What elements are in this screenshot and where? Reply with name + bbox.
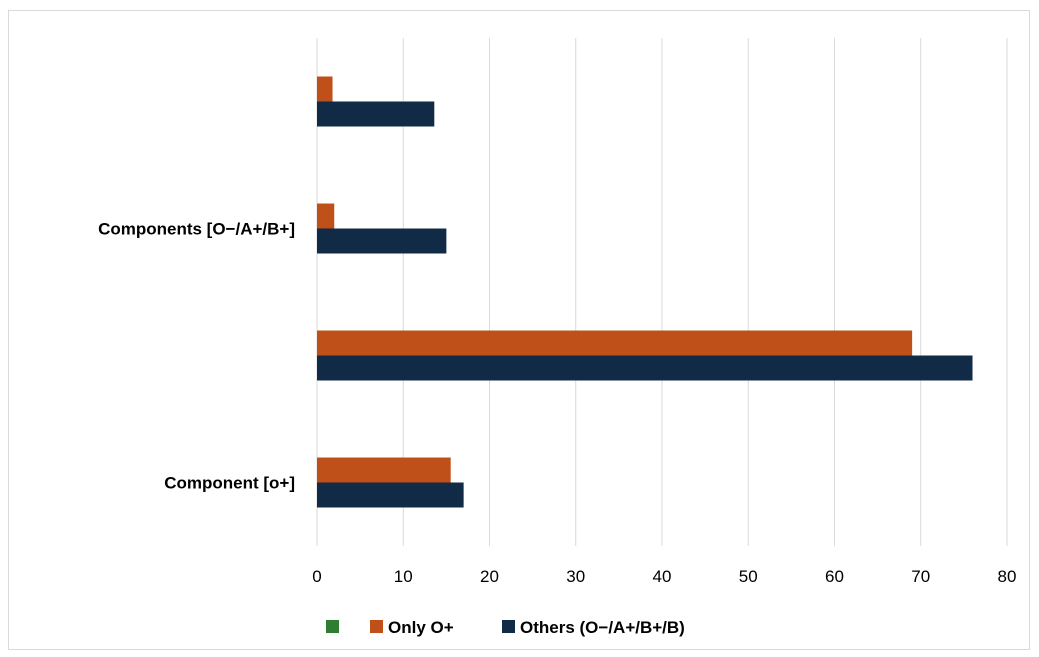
x-tick-label: 10 bbox=[394, 567, 413, 586]
bar-others-o-a-b-b-2 bbox=[317, 228, 447, 254]
bar-others-o-a-b-b-1 bbox=[317, 355, 973, 381]
x-tick-label: 80 bbox=[998, 567, 1017, 586]
bar-others-o-a-b-b-3 bbox=[317, 101, 435, 127]
x-tick-label: 40 bbox=[653, 567, 672, 586]
bar-only-o-0 bbox=[317, 457, 451, 483]
category-labels: Component [o+] Components [O−/A+/B+] bbox=[98, 220, 295, 493]
legend-label: Others (O−/A+/B+/B) bbox=[520, 618, 685, 637]
x-tick-label: 70 bbox=[911, 567, 930, 586]
category-label: Component [o+] bbox=[164, 474, 295, 493]
legend-swatch bbox=[326, 620, 339, 633]
legend-label: Only O+ bbox=[388, 618, 454, 637]
chart-frame bbox=[8, 10, 1030, 650]
bar-only-o-1 bbox=[317, 330, 913, 356]
legend-swatch bbox=[502, 620, 515, 633]
x-tick-label: 30 bbox=[566, 567, 585, 586]
legend-swatch bbox=[370, 620, 383, 633]
x-tick-label: 20 bbox=[480, 567, 499, 586]
x-tick-label: 60 bbox=[825, 567, 844, 586]
category-label: Components [O−/A+/B+] bbox=[98, 220, 295, 239]
x-tick-label: 0 bbox=[312, 567, 321, 586]
x-axis-tick-labels: 0 10 20 30 40 50 60 70 80 bbox=[312, 567, 1016, 586]
bars bbox=[317, 76, 973, 508]
bar-only-o-3 bbox=[317, 76, 333, 102]
bar-others-o-a-b-b-0 bbox=[317, 482, 464, 508]
legend: Only O+ Others (O−/A+/B+/B) bbox=[326, 618, 685, 637]
bar-only-o-2 bbox=[317, 203, 335, 229]
x-tick-label: 50 bbox=[739, 567, 758, 586]
